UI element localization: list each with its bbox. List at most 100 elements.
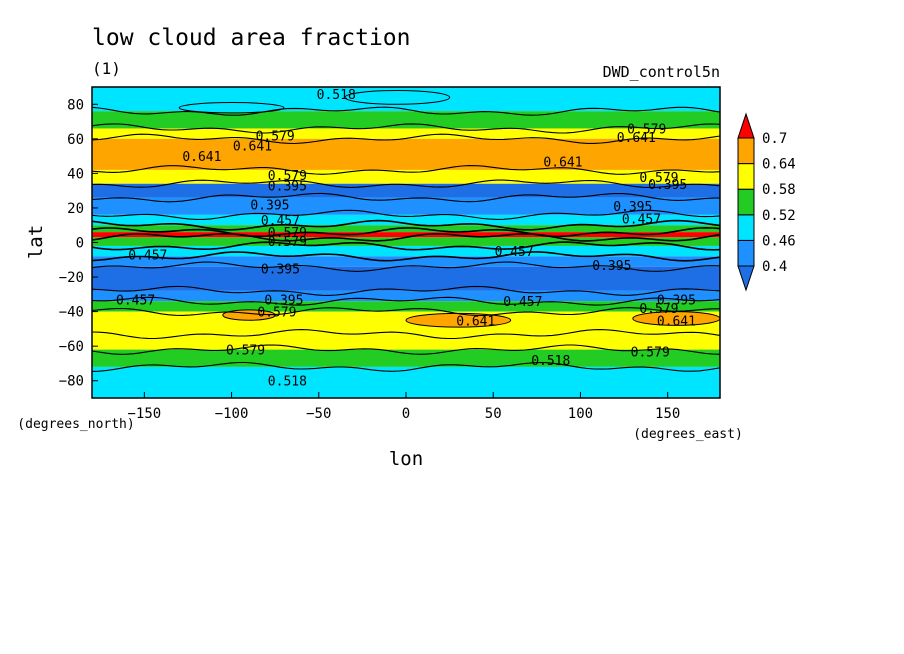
band-14 (92, 290, 720, 302)
y-tick-label-7: 60 (67, 132, 84, 148)
contour-label-2: 0.641 (233, 140, 272, 155)
colorbar-label-1: 0.46 (762, 233, 796, 249)
x-tick-label-3: 0 (402, 406, 410, 422)
contour-label-8: 0.395 (268, 179, 307, 194)
y-tick-label-2: −40 (59, 305, 84, 321)
colorbar-label-0: 0.4 (762, 259, 787, 275)
colorbar: 0.4 0.46 0.52 0.58 0.64 0.7 (737, 112, 796, 292)
x-units-label: (degrees_east) (633, 427, 743, 442)
band-5 (92, 183, 720, 198)
contour-label-30: 0.518 (531, 354, 570, 369)
contour-line-14 (91, 296, 721, 306)
colorbar-underflow-arrow (737, 265, 755, 292)
contour-line-18 (91, 361, 721, 372)
contour-line-4 (91, 192, 721, 203)
contour-line-9 (91, 106, 721, 116)
band-6 (92, 197, 720, 215)
contour-line-8 (91, 123, 721, 134)
x-tick-label-5: 100 (568, 406, 593, 422)
contour-label-0: 0.518 (317, 88, 356, 103)
band-3 (92, 138, 720, 170)
y-tick-label-5: 20 (67, 201, 84, 217)
x-tick-label-6: 150 (655, 406, 680, 422)
contour-label-12: 0.579 (268, 235, 307, 250)
contour-line-6 (91, 165, 721, 175)
contour-line-1 (91, 226, 721, 238)
contour-label-15: 0.395 (261, 262, 300, 277)
x-axis: −150 −100 −50 0 50 100 150 (127, 392, 680, 422)
band-7 (92, 214, 720, 226)
contour-label-6: 0.641 (617, 131, 656, 146)
band-12 (92, 256, 720, 267)
contour-line-13 (91, 285, 721, 296)
contour-label-29: 0.579 (226, 344, 265, 359)
contour-label-10: 0.457 (261, 214, 300, 229)
band-13 (92, 266, 720, 291)
dataset-label: DWD_control5n (603, 63, 720, 81)
contour-line-7 (91, 133, 721, 145)
contour-label-5: 0.579 (627, 122, 666, 137)
colorbar-segment-2 (737, 188, 755, 216)
y-tick-label-6: 40 (67, 166, 84, 182)
contour-line-12 (91, 261, 721, 272)
contour-label-3: 0.641 (182, 150, 221, 165)
band-1 (92, 111, 720, 129)
band-9 (92, 232, 720, 238)
x-tick-label-1: −100 (215, 406, 249, 422)
contour-line-11 (91, 251, 721, 262)
contour-label-19: 0.579 (639, 171, 678, 186)
contour-label-4: 0.641 (543, 155, 582, 170)
colorbar-overflow-arrow (737, 112, 755, 139)
y-tick-label-8: 80 (67, 97, 84, 113)
contour-line-3 (91, 209, 721, 220)
contour-line-15 (91, 307, 720, 317)
contour-label-28: 0.641 (456, 314, 495, 329)
y-tick-label-4: 0 (76, 236, 84, 252)
contour-line-17 (91, 344, 721, 355)
colorbar-label-5: 0.7 (762, 131, 787, 147)
band-11 (92, 245, 720, 257)
x-axis-label: lon (389, 448, 423, 470)
x-tick-label-2: −50 (306, 406, 331, 422)
contour-label-16: 0.395 (592, 259, 631, 274)
colorbar-segment-4 (737, 137, 755, 165)
contour-line-0 (91, 232, 721, 242)
band-2 (92, 128, 720, 139)
patch-4 (178, 102, 285, 114)
contour-label-21: 0.457 (116, 294, 155, 309)
contour-label-7: 0.579 (268, 169, 307, 184)
y-tick-label-3: −20 (59, 270, 84, 286)
contour-label-13: 0.457 (128, 249, 167, 264)
contour-label-1: 0.579 (256, 129, 295, 144)
y-axis-label: lat (25, 225, 47, 259)
contour-label-18: 0.457 (622, 212, 661, 227)
colorbar-label-4: 0.64 (762, 157, 796, 173)
colorbar-label-3: 0.58 (762, 182, 796, 198)
colorbar-segment-1 (737, 214, 755, 241)
band-15 (92, 301, 720, 312)
contour-label-17: 0.395 (613, 200, 652, 215)
chart-title: low cloud area fraction (92, 25, 411, 51)
contour-line-16 (91, 329, 721, 340)
band-18 (92, 349, 720, 367)
contour-label-32: 0.518 (268, 375, 307, 390)
contour-line-2 (91, 219, 721, 231)
colorbar-segment-0 (737, 239, 755, 267)
patch-3 (344, 89, 451, 105)
y-axis: −80 −60 −40 −20 0 20 40 60 80 (59, 97, 98, 390)
contour-label-11: 0.579 (268, 226, 307, 241)
contour-label-9: 0.395 (250, 198, 289, 213)
band-17 (92, 334, 720, 350)
chart-subtitle: (1) (92, 59, 121, 78)
contour-line-10 (91, 241, 721, 251)
colorbar-label-2: 0.52 (762, 208, 796, 224)
contour-label-26: 0.579 (639, 302, 678, 317)
contour-label-27: 0.641 (657, 314, 696, 329)
x-tick-label-0: −150 (127, 406, 161, 422)
contour-line-5 (91, 179, 721, 189)
contour-label-14: 0.457 (495, 245, 534, 260)
contour-label-24: 0.579 (257, 306, 296, 321)
x-tick-label-4: 50 (485, 406, 502, 422)
